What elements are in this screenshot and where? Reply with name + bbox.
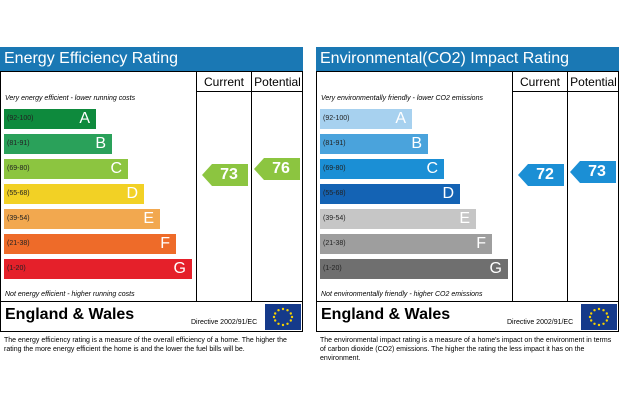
band-a: (92-100) A	[320, 109, 412, 129]
band-b: (81-91) B	[320, 134, 428, 154]
band-range: (81-91)	[323, 140, 346, 147]
band-range: (55-68)	[7, 190, 30, 197]
band-d: (55-68) D	[4, 184, 144, 204]
band-b: (81-91) B	[4, 134, 112, 154]
band-letter: B	[411, 135, 422, 152]
description: The environmental impact rating is a mea…	[320, 337, 612, 362]
rating-chart: Current Potential Very energy efficient …	[0, 71, 303, 302]
band-letter: E	[143, 210, 154, 227]
bottom-label: Not energy efficient - higher running co…	[5, 291, 135, 298]
column-divider	[251, 92, 252, 301]
band-letter: D	[442, 185, 454, 202]
band-g: (1-20) G	[4, 259, 192, 279]
eu-flag-icon	[265, 304, 301, 330]
band-a: (92-100) A	[4, 109, 96, 129]
band-g: (1-20) G	[320, 259, 508, 279]
top-label: Very energy efficient - lower running co…	[5, 95, 136, 102]
band-e: (39-54) E	[4, 209, 160, 229]
potential-rating-arrow: 76	[254, 158, 300, 180]
band-letter: C	[426, 160, 438, 177]
column-divider	[196, 92, 197, 301]
band-range: (92-100)	[7, 115, 34, 122]
rating-chart: Current Potential Very environmentally f…	[316, 71, 619, 302]
band-c: (69-80) C	[320, 159, 444, 179]
current-rating-arrow: 73	[202, 164, 248, 186]
band-c: (69-80) C	[4, 159, 128, 179]
footer: England & Wales Directive 2002/91/EC	[0, 302, 303, 332]
band-letter: A	[395, 110, 406, 127]
band-range: (69-80)	[323, 165, 346, 172]
directive-text: Directive 2002/91/EC	[507, 319, 574, 326]
band-letter: A	[79, 110, 90, 127]
band-range: (55-68)	[323, 190, 346, 197]
band-f: (21-38) F	[320, 234, 492, 254]
environmental-impact-panel: Environmental(CO2) Impact Rating Current…	[316, 47, 619, 397]
panel-title: Environmental(CO2) Impact Rating	[316, 47, 619, 71]
band-range: (21-38)	[323, 240, 346, 247]
column-divider	[512, 92, 513, 301]
directive-text: Directive 2002/91/EC	[191, 319, 258, 326]
region-name: England & Wales	[321, 306, 451, 323]
band-letter: F	[160, 235, 170, 252]
footer: England & Wales Directive 2002/91/EC	[316, 302, 619, 332]
top-label: Very environmentally friendly - lower CO…	[321, 95, 483, 102]
band-range: (1-20)	[323, 265, 342, 272]
band-letter: D	[126, 185, 138, 202]
band-letter: C	[110, 160, 122, 177]
band-range: (92-100)	[323, 115, 350, 122]
potential-column-header: Potential	[567, 72, 619, 92]
band-d: (55-68) D	[320, 184, 460, 204]
band-range: (69-80)	[7, 165, 30, 172]
band-letter: G	[489, 260, 502, 277]
band-letter: F	[476, 235, 486, 252]
band-range: (39-54)	[7, 215, 30, 222]
panel-title: Energy Efficiency Rating	[0, 47, 303, 71]
band-range: (39-54)	[323, 215, 346, 222]
region-name: England & Wales	[5, 306, 135, 323]
potential-column-header: Potential	[251, 72, 303, 92]
band-letter: B	[95, 135, 106, 152]
energy-efficiency-panel: Energy Efficiency Rating Current Potenti…	[0, 47, 303, 397]
band-range: (1-20)	[7, 265, 26, 272]
band-letter: E	[459, 210, 470, 227]
current-column-header: Current	[512, 72, 567, 92]
current-rating-arrow: 72	[518, 164, 564, 186]
bottom-label: Not environmentally friendly - higher CO…	[321, 291, 483, 298]
current-column-header: Current	[196, 72, 251, 92]
column-divider	[567, 92, 568, 301]
band-e: (39-54) E	[320, 209, 476, 229]
band-letter: G	[173, 260, 186, 277]
band-f: (21-38) F	[4, 234, 176, 254]
description: The energy efficiency rating is a measur…	[4, 337, 287, 353]
eu-flag-icon	[581, 304, 617, 330]
band-range: (21-38)	[7, 240, 30, 247]
band-range: (81-91)	[7, 140, 30, 147]
potential-rating-arrow: 73	[570, 161, 616, 183]
